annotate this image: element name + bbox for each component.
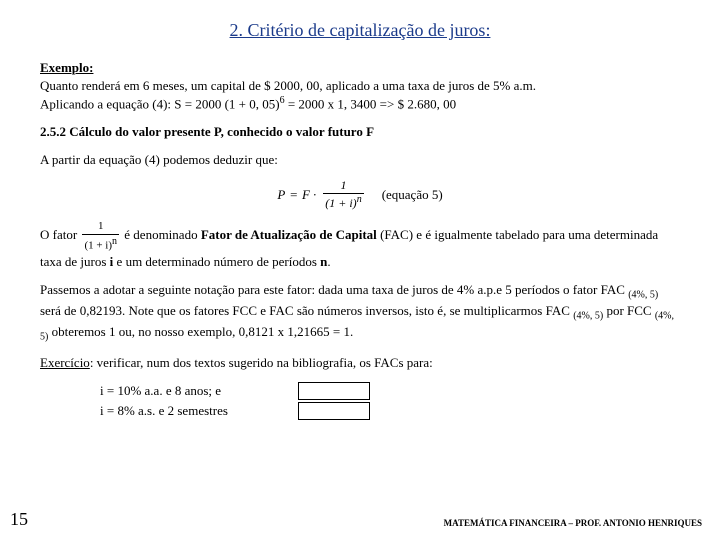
formula-label: (equação 5) bbox=[382, 187, 443, 203]
formula-eq: = bbox=[289, 187, 298, 203]
footer-text: MATEMÁTICA FINANCEIRA – PROF. ANTONIO HE… bbox=[444, 518, 702, 528]
section-heading: 2.5.2 Cálculo do valor presente P, conhe… bbox=[40, 123, 680, 141]
formula-dot: · bbox=[313, 187, 316, 203]
body-content: Exemplo: Quanto renderá em 6 meses, um c… bbox=[30, 59, 690, 420]
exemplo-line2b: = 2000 x 1, 3400 => $ 2.680, 00 bbox=[285, 96, 457, 111]
inline-fraction: 1 (1 + i)n bbox=[82, 219, 119, 253]
exemplo-block: Exemplo: Quanto renderá em 6 meses, um c… bbox=[40, 59, 680, 113]
exemplo-heading: Exemplo: bbox=[40, 60, 93, 75]
section-intro: A partir da equação (4) podemos deduzir … bbox=[40, 151, 680, 169]
answer-box-1 bbox=[298, 382, 370, 400]
page-title: 2. Critério de capitalização de juros: bbox=[30, 20, 690, 41]
exercise-row-2: i = 8% a.s. e 2 semestres bbox=[100, 402, 680, 420]
exemplo-line2a: Aplicando a equação (4): S = 2000 (1 + 0… bbox=[40, 96, 280, 111]
passemos-paragraph: Passemos a adotar a seguinte notação par… bbox=[40, 281, 680, 344]
formula-f: F bbox=[302, 187, 310, 203]
answer-box-2 bbox=[298, 402, 370, 420]
exercise-rows: i = 10% a.a. e 8 anos; e i = 8% a.s. e 2… bbox=[40, 382, 680, 420]
fac-name: Fator de Atualização de Capital bbox=[201, 227, 377, 242]
page-number: 15 bbox=[10, 509, 28, 530]
formula: P = F · 1 (1 + i)n bbox=[277, 178, 367, 211]
exercise-row-1: i = 10% a.a. e 8 anos; e bbox=[100, 382, 680, 400]
formula-p: P bbox=[277, 187, 285, 203]
exercicio-heading: Exercício bbox=[40, 355, 90, 370]
formula-num: 1 bbox=[338, 178, 348, 193]
formula-fraction: 1 (1 + i)n bbox=[323, 178, 363, 211]
formula-den: (1 + i)n bbox=[323, 193, 363, 211]
fator-paragraph: O fator 1 (1 + i)n é denominado Fator de… bbox=[40, 219, 680, 271]
slide-content: 2. Critério de capitalização de juros: E… bbox=[0, 0, 720, 432]
exemplo-line1: Quanto renderá em 6 meses, um capital de… bbox=[40, 78, 536, 93]
formula-block: P = F · 1 (1 + i)n (equação 5) bbox=[40, 178, 680, 211]
exercicio-paragraph: Exercício: verificar, num dos textos sug… bbox=[40, 354, 680, 372]
